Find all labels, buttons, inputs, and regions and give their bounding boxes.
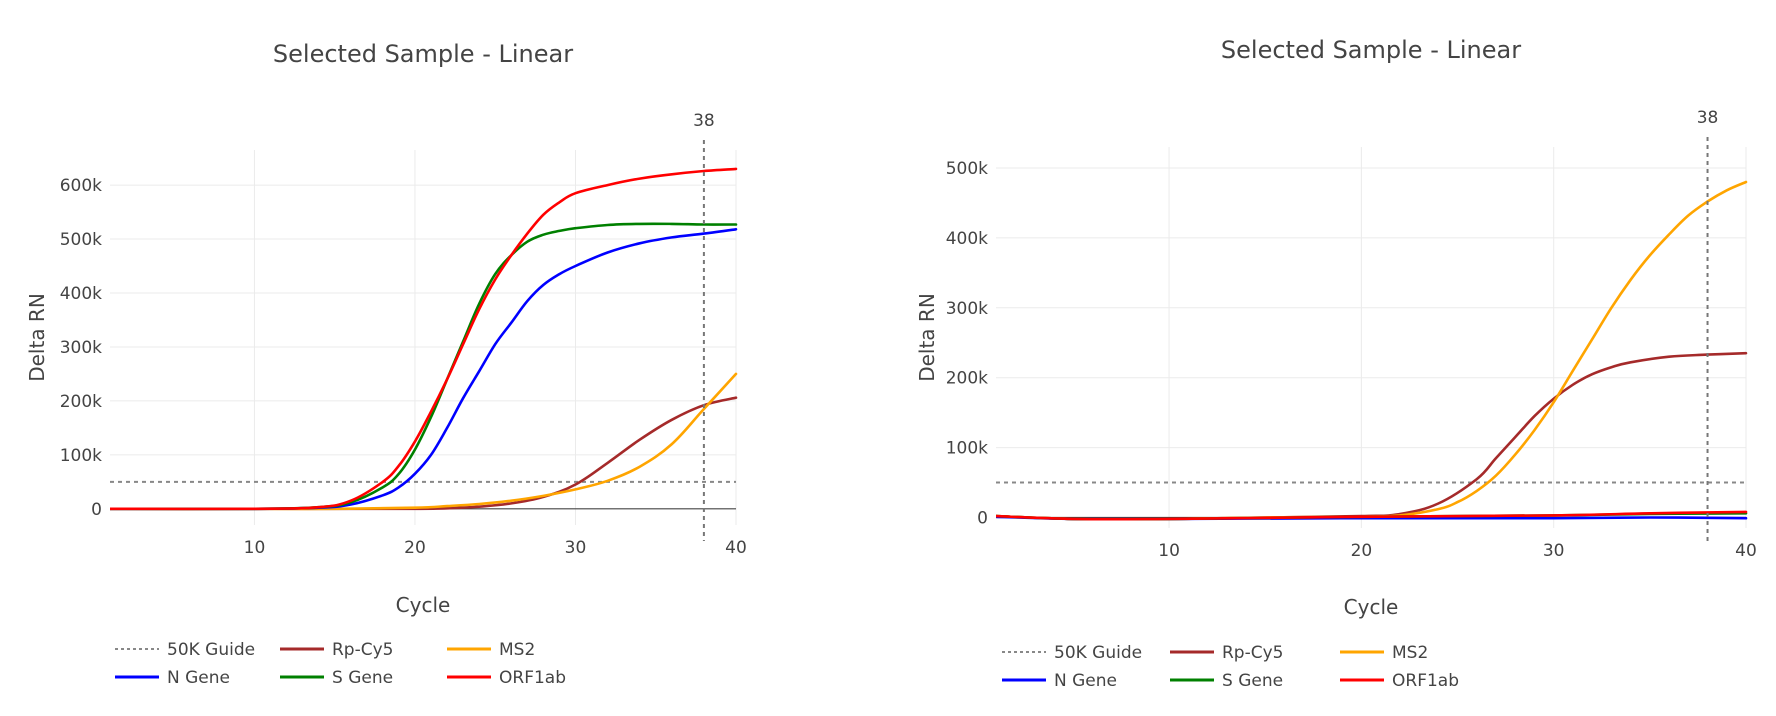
series-line-ms2 [110,372,738,511]
chart-title: Selected Sample - Linear [1221,36,1521,64]
series-line-ms2 [996,180,1748,521]
y-tick-label: 300k [60,338,102,358]
x-tick-label: 10 [1158,541,1180,561]
legend-item[interactable]: S Gene [280,668,393,688]
series-line-n-gene [110,228,738,511]
x-axis-label: Cycle [1344,595,1399,619]
legend-label: S Gene [332,668,393,688]
series-group [110,167,738,511]
y-tick-label: 200k [946,369,988,389]
legend-label: Rp-Cy5 [1222,643,1283,663]
legend-item[interactable]: MS2 [447,640,535,660]
y-tick-label: 200k [60,392,102,412]
legend: 50K Guide Rp-Cy5 MS2 N Gene S Gene ORF1ab [1002,643,1459,691]
x-tick-label: 10 [244,538,266,558]
series-line-rp-cy5 [110,396,738,511]
x-tick-label: 40 [725,538,747,558]
legend-label: ORF1ab [1392,671,1459,691]
y-tick-label: 600k [60,176,102,196]
series-line-s-gene [110,222,738,511]
series-line-orf1ab [110,167,738,511]
legend-label: 50K Guide [167,640,255,660]
x-tick-label: 30 [565,538,587,558]
legend-label: N Gene [167,668,230,688]
legend-item[interactable]: MS2 [1340,643,1428,663]
chart-right: Selected Sample - Linear 10 20 30 40 0 100k 200… [915,36,1757,691]
y-tick-label: 400k [946,229,988,249]
y-tick-label: 0 [977,509,988,529]
x-tick-label: 40 [1735,541,1757,561]
x-axis-label: Cycle [396,593,451,617]
legend-label: N Gene [1054,671,1117,691]
legend-item[interactable]: N Gene [115,668,230,688]
legend-item[interactable]: N Gene [1002,671,1117,691]
y-tick-label: 300k [946,299,988,319]
series-line-orf1ab [996,510,1748,521]
grid [996,147,1747,528]
legend-label: MS2 [1392,643,1428,663]
legend-item[interactable]: 50K Guide [115,640,255,660]
legend-item[interactable]: Rp-Cy5 [1170,643,1283,663]
y-tick-label: 100k [946,439,988,459]
legend-item[interactable]: 50K Guide [1002,643,1142,663]
legend-label: MS2 [499,640,535,660]
x-tick-label: 20 [404,538,426,558]
legend-label: 50K Guide [1054,643,1142,663]
legend-label: S Gene [1222,671,1283,691]
x-tick-label: 20 [1351,541,1373,561]
legend-label: Rp-Cy5 [332,640,393,660]
y-tick-label: 400k [60,284,102,304]
legend-item[interactable]: ORF1ab [1340,671,1459,691]
y-axis-label: Delta RN [25,293,49,382]
legend-item[interactable]: ORF1ab [447,668,566,688]
chart-title: Selected Sample - Linear [273,40,573,68]
legend-item[interactable]: Rp-Cy5 [280,640,393,660]
cycle-marker-label: 38 [1697,108,1719,128]
series-group [996,180,1748,521]
legend: 50K Guide Rp-Cy5 MS2 N Gene S Gene ORF1ab [115,640,566,688]
cycle-marker-label: 38 [693,111,715,131]
y-tick-label: 500k [60,230,102,250]
y-axis-label: Delta RN [915,293,939,382]
y-tick-label: 0 [91,500,102,520]
grid [110,150,737,525]
y-tick-label: 100k [60,446,102,466]
x-tick-label: 30 [1543,541,1565,561]
y-tick-label: 500k [946,159,988,179]
chart-left: Selected Sample - Linear 10 20 30 40 0 100k 200… [25,40,747,688]
legend-label: ORF1ab [499,668,566,688]
legend-item[interactable]: S Gene [1170,671,1283,691]
